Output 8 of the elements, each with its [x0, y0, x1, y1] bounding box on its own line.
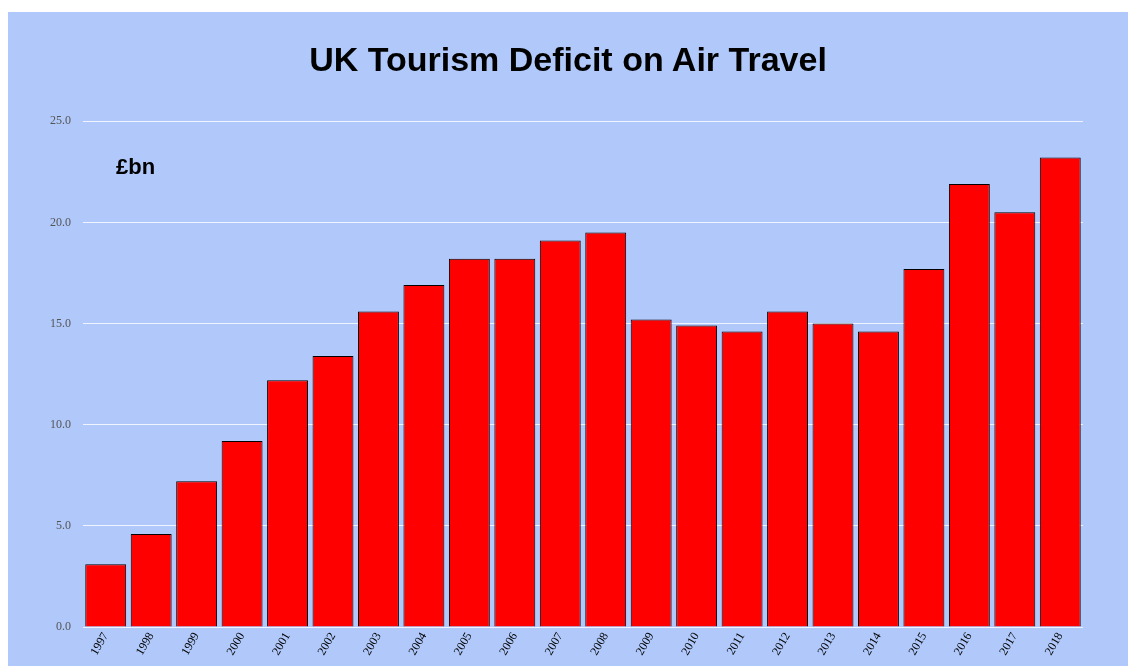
chart-title: UK Tourism Deficit on Air Travel	[308, 40, 828, 79]
y-tick-label: 5.0	[56, 518, 71, 533]
annotation: £bn	[116, 154, 156, 180]
y-tick-label: 15.0	[50, 315, 71, 330]
y-tick-label: 20.0	[50, 214, 71, 229]
y-tick-label: 0.0	[56, 619, 71, 634]
y-tick-label: 10.0	[50, 416, 71, 431]
y-tick-label: 25.0	[50, 113, 71, 128]
